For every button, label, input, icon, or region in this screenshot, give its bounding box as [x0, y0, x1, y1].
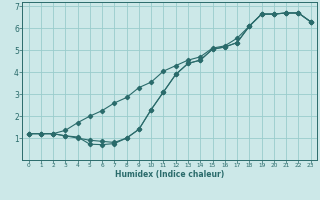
X-axis label: Humidex (Indice chaleur): Humidex (Indice chaleur) [115, 170, 224, 179]
